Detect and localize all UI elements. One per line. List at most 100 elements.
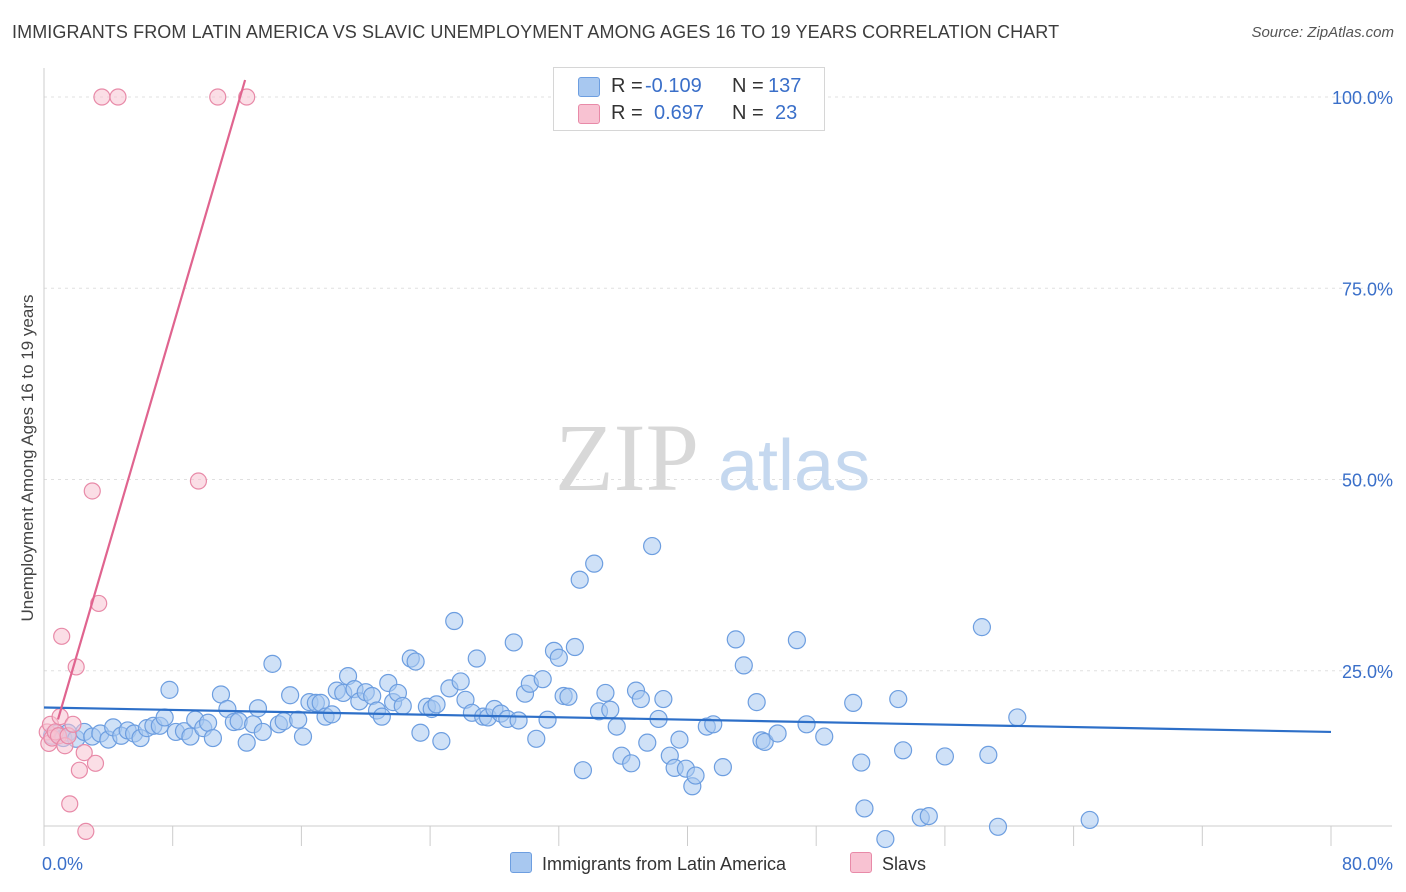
legend-swatch-latin-america: [578, 77, 600, 97]
data-point-latin-america: [893, 741, 913, 760]
data-point-latin-america: [533, 670, 552, 689]
data-point-slavs: [86, 754, 105, 772]
data-point-latin-america: [538, 710, 557, 729]
data-point-latin-america: [852, 753, 871, 772]
legend-r-value: 0.697: [654, 102, 705, 124]
data-point-latin-america: [622, 754, 641, 773]
data-point-slavs: [61, 795, 79, 813]
data-point-latin-america: [203, 728, 223, 748]
bottom-legend-label: Immigrants from Latin America: [542, 854, 787, 874]
data-point-latin-america: [372, 707, 391, 726]
y-tick-label: 25.0%: [1342, 662, 1393, 682]
data-point-latin-america: [393, 696, 412, 716]
data-point-latin-america: [596, 683, 615, 703]
watermark-atlas: atlas: [718, 426, 870, 506]
y-tick-label: 75.0%: [1342, 279, 1393, 299]
data-point-latin-america: [643, 536, 662, 556]
legend-n-value: 137: [768, 75, 802, 97]
data-point-latin-america: [549, 648, 568, 667]
data-point-slavs: [209, 88, 227, 106]
data-point-latin-america: [601, 700, 620, 719]
data-point-latin-america: [734, 656, 753, 675]
bottom-legend-swatch-latin-america: [510, 852, 532, 873]
trend-lines: [43, 79, 1332, 734]
bottom-legend-slavs: Slavs: [850, 852, 926, 875]
data-point-slavs: [64, 715, 82, 733]
data-point-slavs: [53, 627, 71, 645]
data-point-latin-america: [1008, 708, 1027, 727]
data-point-latin-america: [797, 715, 816, 734]
axes: [43, 68, 1392, 846]
series-slavs-points: [38, 88, 256, 841]
legend-r-label: R =: [611, 102, 643, 124]
data-point-latin-america: [411, 723, 430, 742]
data-point-slavs: [189, 472, 208, 490]
watermark: ZIP atlas: [555, 404, 870, 511]
trend-line-slavs: [56, 79, 247, 720]
data-point-latin-america: [768, 724, 787, 743]
data-point-latin-america: [559, 687, 578, 706]
data-point-slavs: [75, 744, 93, 762]
data-point-latin-america: [451, 672, 470, 691]
data-point-latin-america: [263, 654, 282, 673]
data-point-latin-america: [237, 733, 256, 752]
data-point-slavs: [93, 88, 111, 106]
source-credit: Source: ZipAtlas.com: [1251, 24, 1394, 41]
tick-labels: 25.0% 50.0% 75.0% 100.0% 0.0% 80.0%: [42, 88, 1393, 874]
bottom-legend-latin-america: Immigrants from Latin America: [510, 852, 786, 875]
data-point-latin-america: [726, 630, 745, 649]
data-point-latin-america: [889, 689, 908, 709]
x-tick-label: 0.0%: [42, 854, 83, 874]
data-point-latin-america: [638, 733, 657, 752]
data-point-latin-america: [293, 727, 313, 746]
legend-n-value: 23: [775, 102, 798, 124]
data-point-latin-america: [155, 708, 174, 727]
legend-n-label: N =: [732, 75, 764, 97]
y-tick-label: 100.0%: [1332, 88, 1393, 108]
data-point-latin-america: [509, 711, 528, 730]
data-point-slavs: [70, 761, 88, 779]
data-point-latin-america: [713, 758, 732, 777]
chart-title: IMMIGRANTS FROM LATIN AMERICA VS SLAVIC …: [12, 22, 1060, 42]
data-point-slavs: [83, 482, 101, 500]
data-point-latin-america: [844, 693, 863, 712]
data-point-slavs: [238, 88, 256, 106]
data-point-latin-america: [427, 695, 446, 714]
data-point-latin-america: [406, 652, 425, 671]
data-point-latin-america: [607, 717, 626, 736]
data-point-latin-america: [787, 631, 806, 650]
legend-n-label: N =: [732, 102, 764, 124]
watermark-zip: ZIP: [555, 404, 699, 511]
data-point-latin-america: [654, 689, 673, 709]
bottom-legend-label: Slavs: [882, 854, 927, 874]
data-point-slavs: [77, 822, 95, 841]
data-point-latin-america: [670, 730, 689, 749]
data-point-latin-america: [181, 727, 200, 746]
data-point-latin-america: [686, 766, 705, 785]
data-point-slavs: [67, 658, 85, 676]
data-point-latin-america: [570, 570, 589, 589]
bottom-legend-swatch-slavs: [850, 852, 872, 873]
x-tick-label: 80.0%: [1342, 854, 1393, 874]
data-point-latin-america: [855, 799, 874, 818]
data-point-slavs: [90, 594, 108, 613]
data-point-latin-america: [467, 649, 486, 668]
data-point-latin-america: [565, 637, 584, 657]
data-point-latin-america: [876, 829, 895, 849]
data-point-latin-america: [504, 633, 523, 652]
data-point-latin-america: [573, 761, 593, 780]
data-point-latin-america: [322, 705, 342, 724]
data-point-latin-america: [253, 722, 272, 742]
stats-legend: R = -0.109 N = 137 R = 0.697 N = 23: [553, 67, 825, 131]
legend-r-value: -0.109: [645, 75, 702, 97]
data-point-latin-america: [198, 713, 218, 732]
trend-line-latin-america: [43, 706, 1332, 734]
data-point-latin-america: [979, 745, 998, 765]
data-point-latin-america: [585, 554, 604, 573]
data-point-latin-america: [527, 729, 546, 748]
data-point-slavs: [109, 88, 127, 106]
legend-r-label: R =: [611, 75, 643, 97]
data-point-latin-america: [815, 727, 834, 746]
data-point-latin-america: [972, 618, 992, 637]
